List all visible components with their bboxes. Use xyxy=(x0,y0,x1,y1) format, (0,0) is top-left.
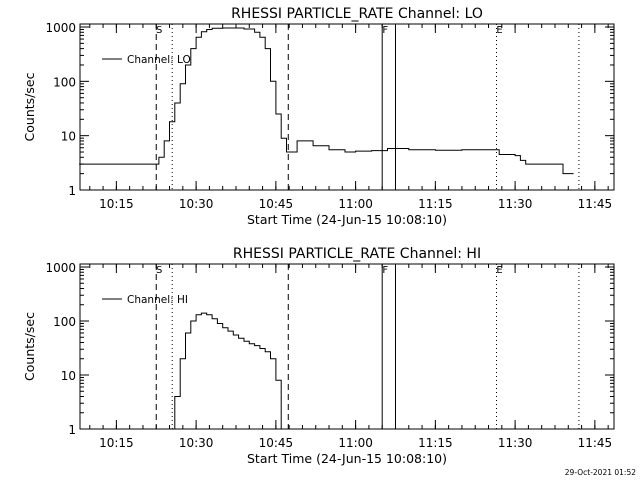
x-tick-label: 11:00 xyxy=(338,436,373,450)
y-axis-label: Counts/sec xyxy=(22,72,37,141)
x-tick-label: 11:45 xyxy=(578,436,613,450)
x-tick-label: 11:30 xyxy=(498,197,533,211)
series-line xyxy=(79,27,574,175)
x-tick-label: 11:45 xyxy=(578,197,613,211)
legend-label: Channel: HI xyxy=(127,294,188,306)
chart-title: RHESSI PARTICLE_RATE Channel: LO xyxy=(231,6,483,22)
y-tick-label: 1000 xyxy=(45,261,76,275)
chart-panel-1: RHESSI PARTICLE_RATE Channel: LO 1 10 100 10… xyxy=(22,6,615,227)
series-line xyxy=(169,312,282,430)
x-tick-label: 10:30 xyxy=(179,197,214,211)
x-tick-label: 11:15 xyxy=(418,436,453,450)
y-tick-label: 1000 xyxy=(45,21,76,35)
x-tick-label: 11:15 xyxy=(418,197,453,211)
event-marker-label: E xyxy=(496,25,502,36)
x-tick-label: 10:45 xyxy=(259,197,294,211)
chart-title: RHESSI PARTICLE_RATE Channel: HI xyxy=(233,246,481,262)
event-marker-label: S xyxy=(156,265,162,276)
x-tick-label: 10:15 xyxy=(99,436,134,450)
footer-timestamp: 29-Oct-2021 01:52 xyxy=(565,468,636,477)
y-tick-label: 100 xyxy=(53,315,76,329)
event-marker-label: F xyxy=(382,25,388,36)
event-marker-label: F xyxy=(382,265,388,276)
x-tick-label: 10:30 xyxy=(179,436,214,450)
x-tick-label: 11:00 xyxy=(338,197,373,211)
event-marker-label: S xyxy=(156,25,162,36)
y-axis-label: Counts/sec xyxy=(22,312,37,381)
event-marker-label: E xyxy=(496,265,502,276)
x-tick-label: 10:45 xyxy=(259,436,294,450)
chart-panel-2: RHESSI PARTICLE_RATE Channel: HI 1 10 100 10… xyxy=(22,246,615,466)
y-tick-label: 1 xyxy=(68,423,76,437)
x-tick-label: 11:30 xyxy=(498,436,533,450)
x-axis-label: Start Time (24-Jun-15 10:08:10) xyxy=(247,212,447,227)
x-axis-label: Start Time (24-Jun-15 10:08:10) xyxy=(247,451,447,466)
plot-frame xyxy=(79,23,615,191)
plot-frame xyxy=(79,263,615,430)
y-tick-label: 1 xyxy=(68,184,76,198)
x-tick-label: 10:15 xyxy=(99,197,134,211)
y-tick-label: 100 xyxy=(53,75,76,89)
legend-label: Channel: LO xyxy=(127,54,191,66)
y-tick-label: 10 xyxy=(61,369,76,383)
y-tick-label: 10 xyxy=(61,130,76,144)
